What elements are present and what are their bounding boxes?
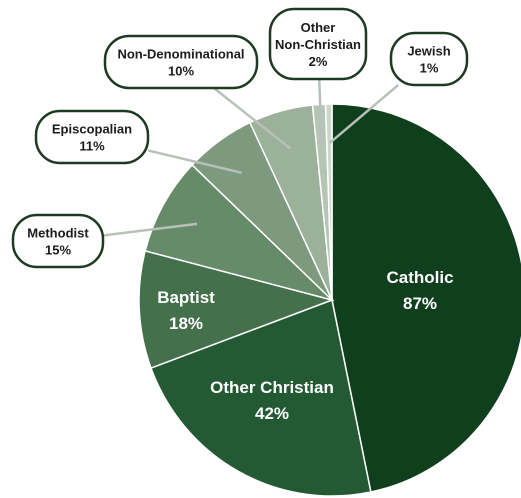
slice-catholic <box>331 103 521 493</box>
callout-box-other-non-christian <box>268 7 368 81</box>
callout-episcopalian: Episcopalian 11% <box>34 109 150 165</box>
leader-jewish <box>328 84 400 145</box>
value-other-non-christian: 2% <box>309 54 328 69</box>
value-methodist: 15% <box>45 243 71 258</box>
callout-non-denominational: Non-Denominational 10% <box>103 34 259 90</box>
value-baptist: 18% <box>169 314 203 333</box>
leader-episcopalian <box>147 149 242 175</box>
callout-box-episcopalian <box>34 109 150 165</box>
label-non-denominational: Non-Denominational 10% <box>117 47 244 79</box>
label-methodist: Methodist 15% <box>27 226 89 258</box>
slice-baptist <box>138 249 335 370</box>
label-jewish: Jewish 1% <box>407 44 450 76</box>
label-catholic: Catholic 87% <box>386 268 453 313</box>
callout-other-non-christian: Other Non-Christian 2% <box>268 7 368 81</box>
slice-labels: Catholic 87% Other Christian 42% Baptist 18% M… <box>11 7 469 423</box>
pie-slices <box>138 103 521 497</box>
callout-jewish: Jewish 1% <box>389 31 469 87</box>
value-episcopalian: 11% <box>79 139 105 154</box>
label-other-non-christian: Other Non-Christian 2% <box>275 20 361 69</box>
callout-box-methodist <box>11 213 105 269</box>
value-non-denominational: 10% <box>168 64 194 79</box>
label-episcopalian: Episcopalian 11% <box>52 122 132 154</box>
slice-jewish <box>324 103 333 301</box>
leader-methodist <box>102 222 198 237</box>
value-jewish: 1% <box>420 61 439 76</box>
slice-methodist <box>144 163 335 302</box>
callout-box-non-denominational <box>103 34 259 90</box>
callout-methodist: Methodist 15% <box>11 213 105 269</box>
callout-leader-lines <box>102 78 400 237</box>
callout-box-jewish <box>389 31 469 87</box>
label-other-christian: Other Christian 42% <box>210 378 334 423</box>
leader-non-denominational <box>213 87 292 150</box>
leader-other-non-christian <box>318 78 323 144</box>
label-baptist: Baptist 18% <box>157 288 215 333</box>
slice-other-christian <box>150 298 372 497</box>
value-other-christian: 42% <box>255 404 289 423</box>
value-catholic: 87% <box>403 294 437 313</box>
